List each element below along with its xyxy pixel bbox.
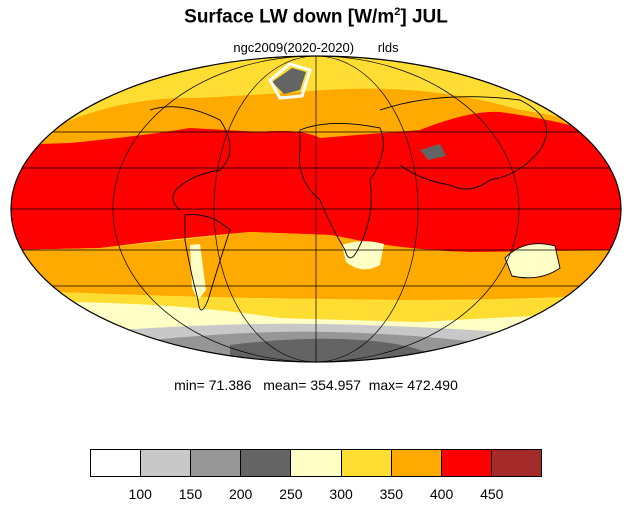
legend-box-7	[441, 450, 492, 476]
map-greenland	[272, 68, 306, 94]
stats-line: min= 71.386 mean= 354.957 max= 472.490	[174, 377, 458, 393]
run-label: ngc2009(2020-2020)	[233, 40, 355, 55]
map-south-orange-band	[11, 232, 621, 300]
legend-ticks: 100 150 200 250 300 350 400 450	[90, 486, 542, 502]
world-map	[10, 55, 622, 363]
legend-box-6	[391, 450, 442, 476]
legend-box-2	[191, 450, 242, 476]
legend-box-0	[91, 450, 142, 476]
legend-tick-label: 450	[480, 486, 504, 502]
map-subtitle: ngc2009(2020-2020) rlds	[0, 40, 632, 55]
map-tropical-red-band	[11, 111, 621, 254]
graticule	[11, 56, 621, 362]
map-australia	[505, 243, 560, 278]
legend-tick-label: 150	[178, 486, 203, 502]
map-antarctica-dark	[230, 338, 440, 362]
variable-label: rlds	[377, 40, 399, 55]
min-value: 71.386	[208, 377, 252, 393]
legend-box-1	[141, 450, 192, 476]
map-title: Surface LW down [W/m2] JUL	[184, 6, 448, 28]
legend-box-4	[291, 450, 342, 476]
map-tibet	[420, 144, 446, 160]
legend-tick-label: 400	[429, 486, 454, 502]
max-value: 472.490	[407, 377, 458, 393]
legend-tick-label: 200	[228, 486, 253, 502]
legend-tick-label: 350	[379, 486, 404, 502]
globe-outline	[10, 55, 622, 363]
coastlines	[149, 96, 561, 311]
legend-box-8	[491, 450, 541, 476]
legend-tick-label: 250	[279, 486, 303, 502]
legend-box-5	[341, 450, 392, 476]
color-legend	[90, 449, 542, 477]
legend-tick-label: 300	[329, 486, 353, 502]
legend-box-3	[241, 450, 292, 476]
map-greenland-edge	[268, 62, 312, 100]
map-south-africa	[342, 241, 384, 270]
mean-value: 354.957	[310, 377, 361, 393]
legend-tick-label: 100	[128, 486, 152, 502]
